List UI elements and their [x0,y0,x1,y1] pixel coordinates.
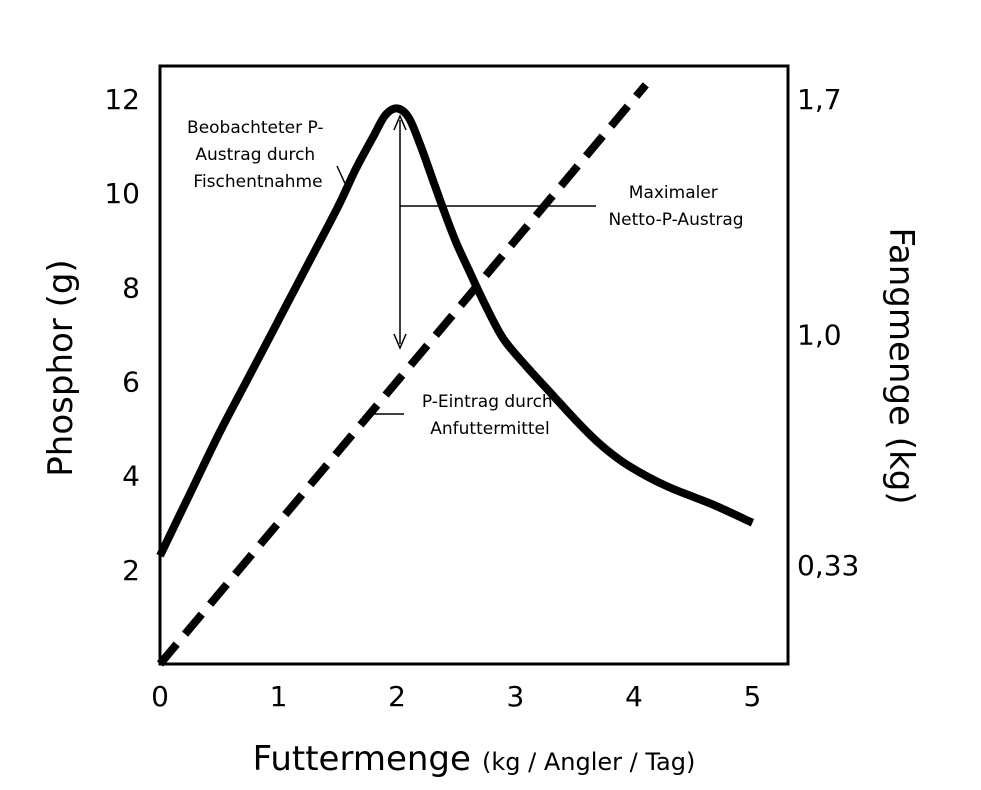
y2-tick-label: 1,0 [797,318,842,351]
series-line-p-eintrag [156,82,649,667]
x-tick-label: 4 [625,680,643,713]
annotation-input: P-Eintrag durch Anfuttermittel [422,392,558,439]
x-tick-label: 2 [388,680,406,713]
x-tick-label: 0 [151,680,169,713]
y2-tick-labels: 0,33 1,0 1,7 [797,83,859,582]
y-tick-label: 10 [104,177,140,210]
y2-axis-title: Fangmenge (kg) [881,227,921,504]
plot-frame [158,64,790,666]
annotation-observed: Beobachteter P- Austrag durch Fischentna… [187,118,329,192]
y-tick-label: 4 [122,460,140,493]
x-tick-label: 5 [744,680,762,713]
x-axis-title: Futtermenge (kg / Angler / Tag) [253,739,696,779]
y2-tick-label: 1,7 [797,83,842,116]
leader-line-observed [336,165,349,191]
annotation-max-net: Maximaler Netto-P-Austrag [608,183,743,230]
x-tick-label: 1 [270,680,288,713]
y-tick-label: 12 [104,83,140,116]
max-net-arrow [393,114,407,350]
y-tick-label: 2 [122,554,140,587]
x-tick-labels: 0 1 2 3 4 5 [151,680,761,713]
series-line-p-austrag [156,104,755,558]
y-axis-title: Phosphor (g) [41,259,81,476]
y-tick-labels: 2 4 6 8 10 12 [104,83,140,587]
y-tick-label: 8 [122,271,140,304]
y-tick-label: 6 [122,365,140,398]
x-tick-label: 3 [507,680,525,713]
y2-tick-label: 0,33 [797,549,859,582]
